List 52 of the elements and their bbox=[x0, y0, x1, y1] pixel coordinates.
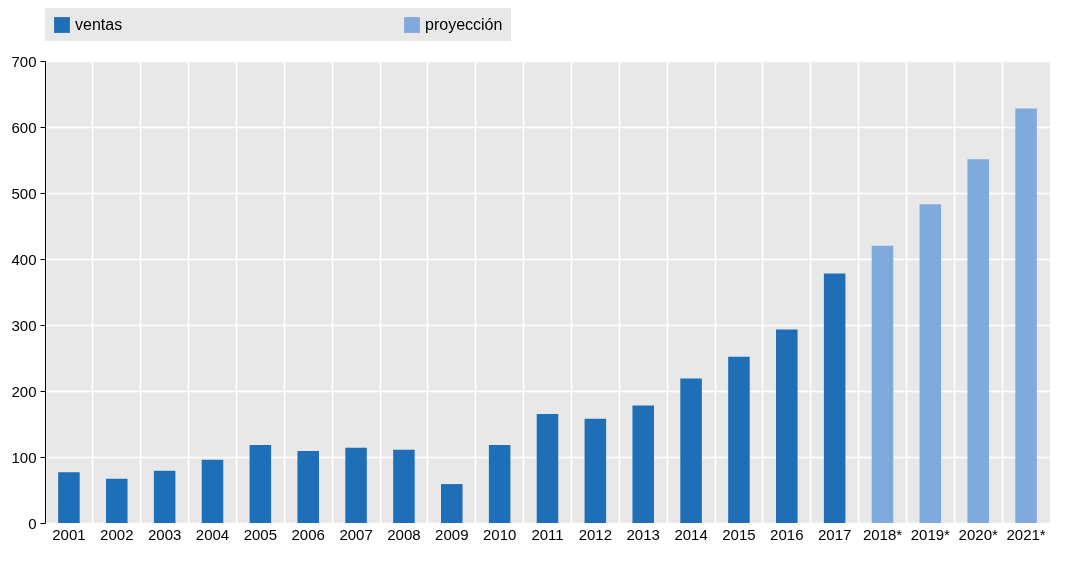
x-tick-label: 2004 bbox=[195, 525, 230, 543]
bar bbox=[871, 245, 894, 523]
x-tick-label: 2017 bbox=[817, 525, 852, 543]
x-tick-label: 2020* bbox=[958, 525, 998, 543]
x-tick-label: 2018* bbox=[862, 525, 903, 543]
bar bbox=[536, 414, 559, 523]
bar bbox=[1015, 108, 1037, 523]
x-tick-label: 2015 bbox=[722, 525, 756, 543]
bar bbox=[967, 159, 989, 523]
x-tick-label: 2008 bbox=[387, 525, 421, 543]
y-tick-label: 200 bbox=[11, 382, 37, 400]
x-tick-label: 2012 bbox=[578, 525, 613, 543]
bar bbox=[58, 472, 80, 523]
y-tick-label: 100 bbox=[11, 448, 37, 466]
y-tick-label: 0 bbox=[28, 514, 37, 532]
x-tick-label: 2001 bbox=[52, 525, 86, 543]
x-tick-label: 2002 bbox=[100, 525, 134, 543]
x-tick-label: 2016 bbox=[770, 525, 804, 543]
bar bbox=[106, 478, 128, 523]
x-tick-label: 2006 bbox=[291, 525, 325, 543]
x-tick-label: 2019* bbox=[910, 525, 951, 543]
y-tick-label: 700 bbox=[11, 52, 37, 70]
x-tick-label: 2003 bbox=[147, 525, 182, 543]
legend-label: proyección bbox=[425, 16, 503, 33]
bar bbox=[488, 445, 511, 523]
x-tick-label: 2014 bbox=[674, 525, 708, 543]
x-tick-label: 2013 bbox=[626, 525, 660, 543]
legend-label: ventas bbox=[75, 16, 123, 33]
bar bbox=[201, 459, 224, 523]
y-tick-label: 400 bbox=[11, 250, 37, 268]
x-tick-label: 2010 bbox=[482, 525, 517, 543]
y-tick-label: 500 bbox=[11, 184, 37, 202]
bar bbox=[776, 329, 798, 523]
bar bbox=[632, 405, 654, 523]
bar bbox=[441, 484, 463, 523]
bar bbox=[297, 451, 319, 523]
y-tick-label: 600 bbox=[11, 118, 37, 136]
x-tick-label: 2021* bbox=[1006, 525, 1046, 543]
bar bbox=[153, 470, 176, 523]
y-tick-label: 300 bbox=[11, 316, 37, 334]
bar bbox=[728, 356, 750, 523]
bar bbox=[249, 445, 272, 523]
x-tick-label: 2005 bbox=[243, 525, 278, 543]
bar bbox=[584, 418, 607, 523]
bar bbox=[823, 273, 846, 523]
bar bbox=[919, 204, 942, 523]
x-tick-label: 2011 bbox=[531, 525, 564, 543]
x-tick-label: 2009 bbox=[435, 525, 469, 543]
bar bbox=[680, 378, 702, 523]
x-tick-label: 2007 bbox=[339, 525, 373, 543]
bar bbox=[345, 447, 367, 523]
bar bbox=[393, 449, 415, 523]
